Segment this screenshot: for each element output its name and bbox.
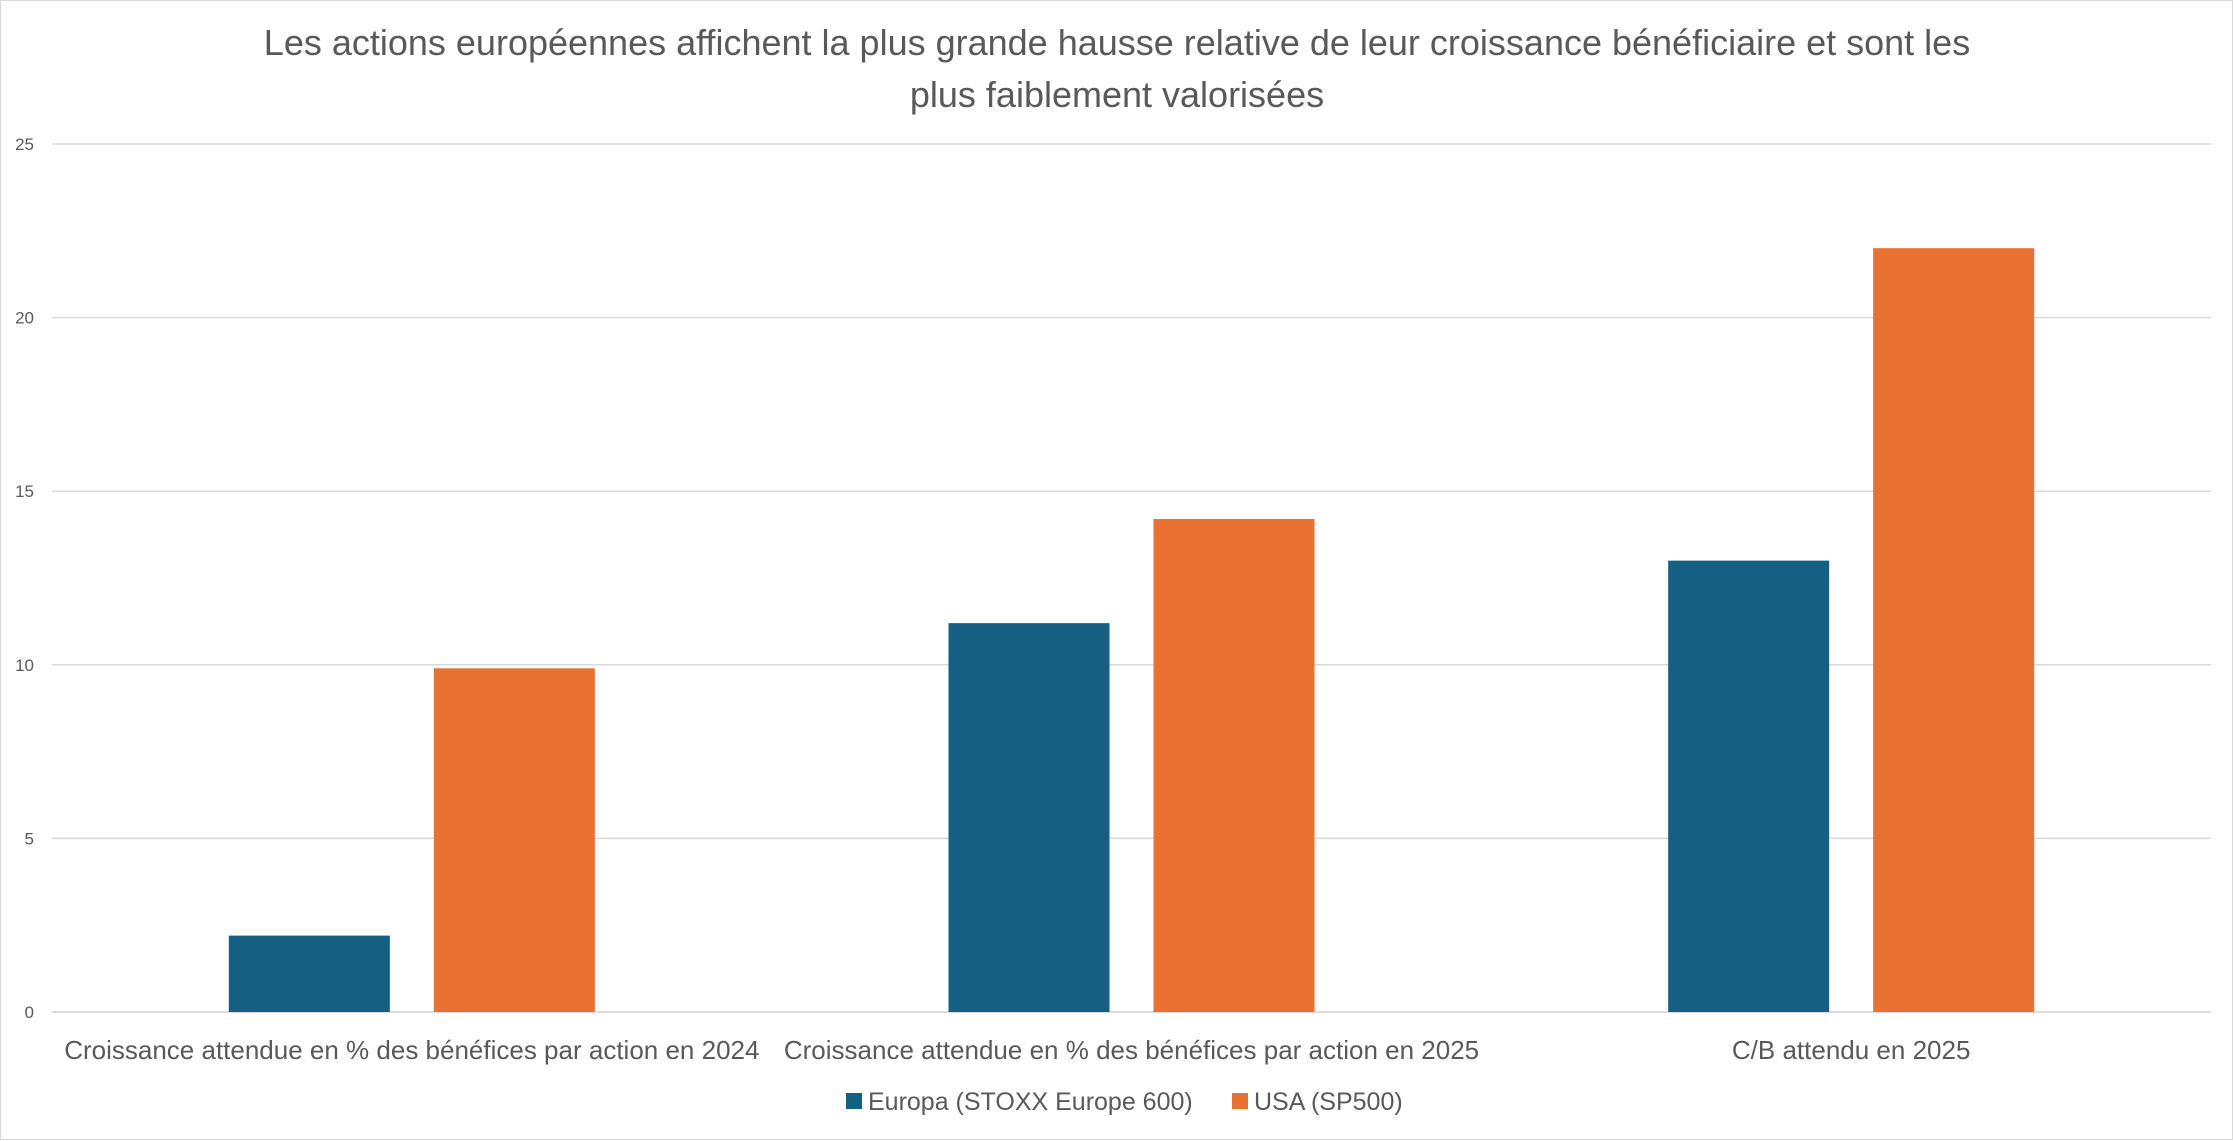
x-category-label: Croissance attendue en % des bénéfices p… (64, 1035, 759, 1065)
legend: Europa (STOXX Europe 600) USA (SP500) (846, 1088, 1403, 1116)
bar-usa-3 (1873, 248, 2035, 1012)
y-tick-label: 0 (25, 1003, 34, 1022)
chart-title-line-1: Les actions européennes affichent la plu… (264, 22, 1970, 63)
chart-title-line-2: plus faiblement valorisées (910, 74, 1324, 115)
y-axis-tick-labels: 0 5 10 15 20 25 (15, 135, 34, 1022)
x-axis-category-labels: Croissance attendue en % des bénéfices p… (64, 1035, 1970, 1065)
y-tick-label: 5 (25, 829, 34, 848)
y-tick-label: 20 (15, 309, 34, 328)
x-category-label: Croissance attendue en % des bénéfices p… (784, 1035, 1479, 1065)
bar-usa-2 (1153, 518, 1315, 1012)
bar-europa-3 (1668, 560, 1830, 1012)
legend-swatch-usa (1232, 1093, 1248, 1109)
bars (228, 248, 2035, 1012)
legend-label-europa: Europa (STOXX Europe 600) (868, 1088, 1193, 1116)
bar-europa-1 (228, 935, 390, 1012)
y-tick-label: 10 (15, 656, 34, 675)
y-tick-label: 25 (15, 135, 34, 154)
legend-label-usa: USA (SP500) (1254, 1088, 1403, 1116)
bar-europa-2 (948, 623, 1110, 1012)
y-tick-label: 15 (15, 482, 34, 501)
x-category-label: C/B attendu en 2025 (1732, 1035, 1971, 1065)
chart-title: Les actions européennes affichent la plu… (264, 22, 1970, 115)
gridlines (52, 143, 2211, 1013)
legend-swatch-europa (846, 1093, 862, 1109)
bar-usa-1 (433, 668, 595, 1012)
